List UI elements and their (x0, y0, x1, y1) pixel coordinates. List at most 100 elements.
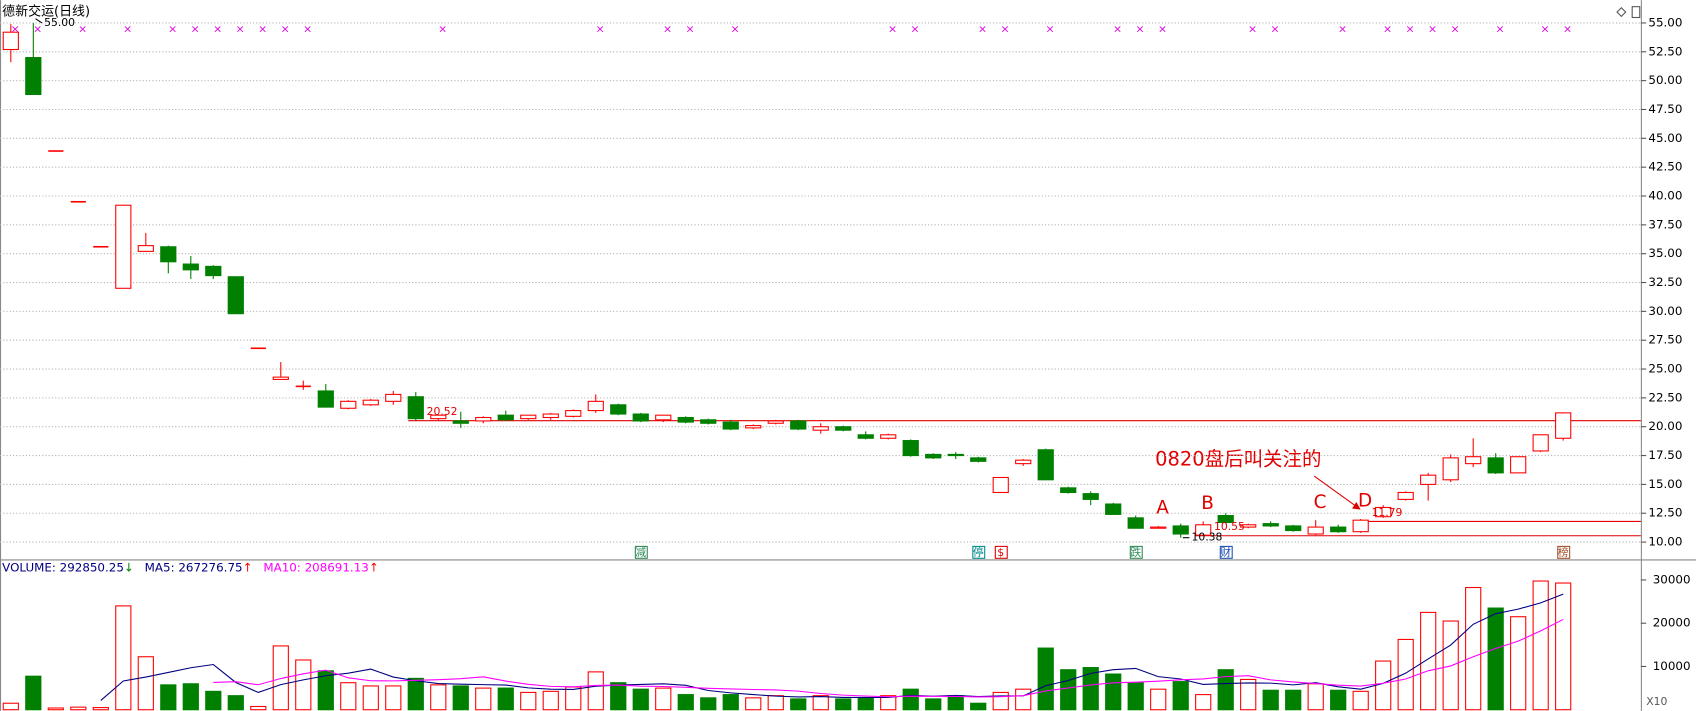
candle-body (1060, 487, 1077, 494)
candle-body (452, 420, 469, 424)
y-tick-label: 20000 (1653, 616, 1691, 630)
candle-body (160, 246, 177, 263)
event-label: 停 (973, 545, 984, 559)
event-label: 跌 (1130, 545, 1141, 559)
candle-body (1555, 412, 1572, 439)
cross-marker: × (281, 22, 290, 35)
candle-body (25, 57, 42, 96)
volume-bar (700, 697, 717, 711)
volume-bar (385, 685, 402, 711)
candle-body (992, 476, 1009, 494)
cross-marker: × (11, 22, 20, 35)
y-tick-label: 50.00 (1648, 73, 1682, 87)
volume-bar (1285, 689, 1302, 711)
volume-bar (1172, 681, 1189, 711)
cross-marker: × (1158, 22, 1167, 35)
cross-marker: × (191, 22, 200, 35)
cross-marker: × (78, 22, 87, 35)
panel-icon[interactable] (1631, 6, 1641, 19)
candle-body (902, 440, 919, 457)
cross-marker: × (33, 22, 42, 35)
volume-bar (1465, 586, 1482, 711)
event-box (972, 545, 986, 559)
volume-bar (1397, 638, 1414, 711)
candle-body (857, 434, 874, 439)
volume-bar (722, 694, 739, 711)
cross-marker: × (1001, 22, 1010, 35)
volume-bar (340, 682, 357, 711)
candle-body (182, 263, 199, 271)
candle-body (1217, 515, 1234, 524)
candle-body (1487, 457, 1504, 474)
candle-body (1510, 456, 1527, 474)
legend-trend: ↑ (243, 561, 253, 575)
event-box (634, 545, 648, 559)
volume-bar (70, 706, 87, 711)
event-label: 榜 (1558, 545, 1569, 559)
legend-label: MA5: 267276.75 (145, 561, 243, 575)
candle-body (1375, 506, 1392, 518)
candle-body (700, 419, 717, 424)
cross-marker: × (596, 22, 605, 35)
event-label: 财 (1220, 545, 1231, 559)
candle-body (520, 414, 537, 420)
cross-marker: × (1113, 22, 1122, 35)
candle-body (362, 399, 379, 406)
volume-bar (992, 691, 1009, 711)
candle-body (385, 393, 402, 402)
volume-bar (1150, 688, 1167, 711)
cross-marker: × (123, 22, 132, 35)
event-label: 减 (635, 546, 646, 559)
candle-body (1532, 434, 1549, 452)
candle-body (835, 426, 852, 431)
volume-bar (317, 670, 334, 711)
candle-body (767, 420, 784, 424)
candle-body (655, 414, 672, 421)
unit-label: X10 (1646, 695, 1667, 708)
volume-bar (1420, 611, 1437, 711)
cross-marker: × (438, 22, 447, 35)
volume-bar (835, 698, 852, 711)
candle-body (205, 265, 222, 277)
volume-bar (452, 685, 469, 711)
volume-bar (520, 691, 537, 711)
point-label: D (1358, 491, 1372, 512)
candle-body (1352, 519, 1369, 533)
candle-body (745, 425, 762, 429)
candle-body (970, 457, 987, 462)
candle-body (812, 426, 829, 431)
volume-bar (1487, 607, 1504, 711)
cross-marker: × (911, 22, 920, 35)
candle-body (1150, 526, 1167, 529)
volume-bar (1532, 580, 1549, 711)
volume-bar (1330, 689, 1347, 711)
event-box (1557, 545, 1571, 559)
candle-body (677, 416, 694, 423)
volume-bar (1555, 582, 1572, 711)
y-tick-label: 22.50 (1648, 390, 1682, 404)
cross-marker: × (1338, 22, 1347, 35)
candle-body (880, 434, 897, 439)
volume-bar (1127, 682, 1144, 711)
note-arrow (1313, 475, 1357, 507)
cross-marker: × (1405, 22, 1414, 35)
volume-bar (655, 687, 672, 711)
volume-bar (1015, 688, 1032, 711)
candle-body (947, 453, 964, 457)
volume-bar (857, 697, 874, 711)
annotation-label: 55.00 (44, 16, 75, 29)
note: 0820盘后叫关注的 (1155, 447, 1321, 470)
candle-body (722, 421, 739, 430)
candle-body (1307, 526, 1324, 535)
y-tick-label: 52.50 (1648, 44, 1682, 58)
volume-bar (1195, 694, 1212, 711)
candle-body (317, 390, 334, 408)
diamond-icon[interactable] (1616, 6, 1627, 18)
cross-marker: × (1136, 22, 1145, 35)
cross-marker: × (888, 22, 897, 35)
candle-body (1015, 459, 1032, 465)
y-tick-label: 30000 (1653, 572, 1691, 586)
cross-marker: × (1383, 22, 1392, 35)
